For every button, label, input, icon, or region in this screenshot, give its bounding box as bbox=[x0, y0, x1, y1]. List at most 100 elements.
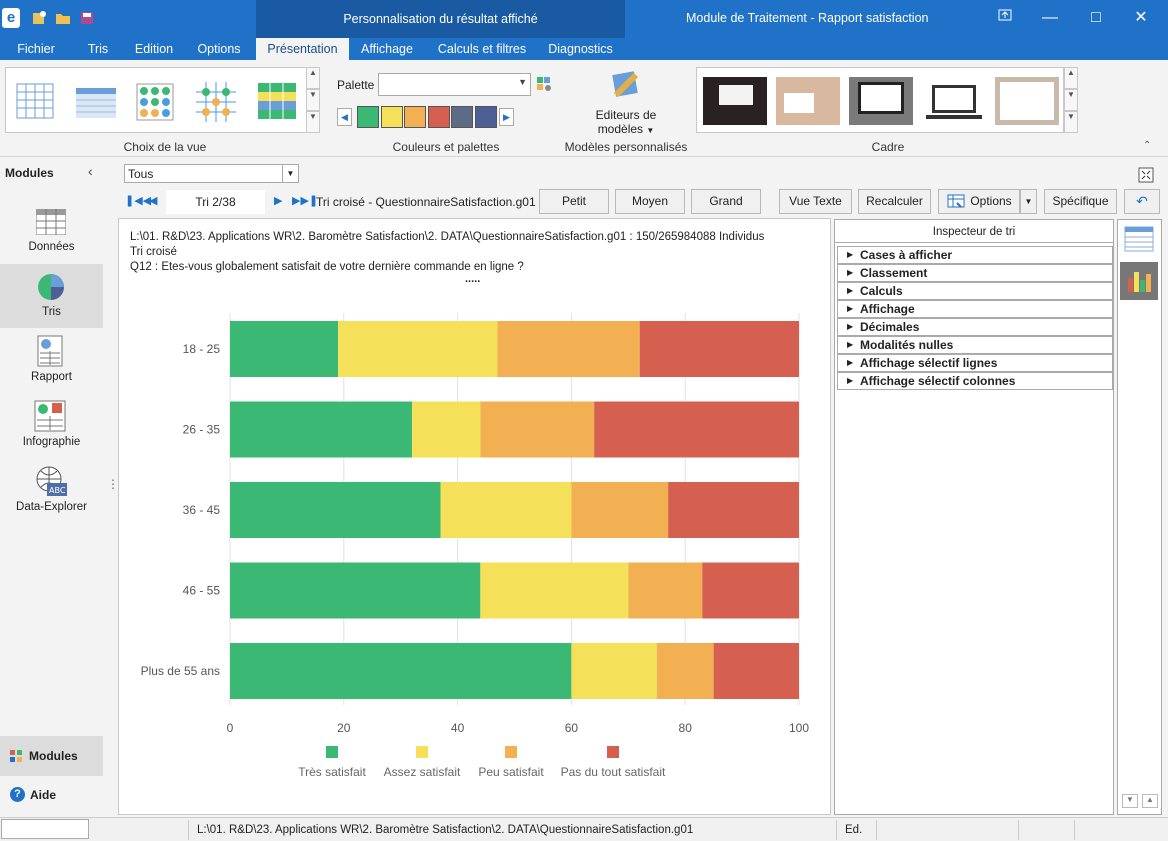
info-type: Tri croisé bbox=[130, 246, 177, 258]
expand-dots[interactable]: ..... bbox=[465, 273, 481, 285]
ruler-icon bbox=[611, 70, 641, 103]
inspector-row-label: Calculs bbox=[860, 284, 903, 298]
first-page-icon[interactable]: ❚◀◀ bbox=[125, 195, 152, 207]
collapse-sidebar-icon[interactable]: ‹ bbox=[88, 163, 93, 179]
frame-laptop-thumb[interactable] bbox=[922, 77, 986, 125]
specific-button[interactable]: Spécifique bbox=[1044, 189, 1117, 214]
bubble-view-icon[interactable] bbox=[196, 82, 236, 125]
undo-button[interactable]: ↶ bbox=[1124, 189, 1160, 214]
size-large-button[interactable]: Grand bbox=[691, 189, 761, 214]
open-folder-icon[interactable] bbox=[55, 10, 71, 26]
table-view-icon[interactable] bbox=[76, 88, 116, 121]
close-icon[interactable]: ✕ bbox=[1134, 9, 1148, 26]
tab-affichage[interactable]: Affichage bbox=[361, 42, 413, 56]
inspector-row[interactable]: ▶ Affichage bbox=[837, 300, 1113, 318]
palette-swatch-2[interactable] bbox=[380, 106, 403, 128]
pie-chart-icon bbox=[36, 272, 66, 305]
options-button[interactable]: Options bbox=[938, 189, 1020, 214]
sidebar-item-data-explorer[interactable]: ABC Data-Explorer bbox=[0, 459, 103, 523]
group-frame-label: Cadre bbox=[871, 140, 905, 154]
right-tool-strip: ▼ ▲ bbox=[1117, 219, 1162, 815]
modules-bottom-button[interactable]: Modules bbox=[0, 736, 103, 776]
dots-view-icon[interactable] bbox=[136, 83, 174, 124]
inspector-row[interactable]: ▶ Décimales bbox=[837, 318, 1113, 336]
fit-view-icon[interactable] bbox=[1138, 167, 1154, 186]
sidebar-splitter-icon[interactable]: ⋮ bbox=[107, 477, 119, 491]
model-editors-button[interactable]: Editeurs de modèles ▼ bbox=[578, 68, 674, 138]
prev-page-icon[interactable]: ◀ bbox=[149, 195, 158, 207]
gallery-scroll-up[interactable]: ▲ bbox=[306, 67, 320, 89]
palette-swatch-3[interactable] bbox=[404, 106, 426, 128]
chevron-down-icon: ▼ bbox=[282, 165, 298, 182]
sidebar-item-donnees[interactable]: Données bbox=[0, 199, 103, 263]
sidebar-item-tris[interactable]: Tris bbox=[0, 264, 103, 328]
editors-label-1: Editeurs de bbox=[595, 108, 657, 122]
help-button[interactable]: ? Aide bbox=[0, 785, 103, 807]
inspector-row[interactable]: ▶ Affichage sélectif lignes bbox=[837, 354, 1113, 372]
palette-swatch-6[interactable] bbox=[474, 106, 497, 128]
options-dropdown-button[interactable]: ▼ bbox=[1020, 189, 1037, 214]
chevron-down-icon: ▼ bbox=[518, 77, 527, 87]
app-logo-icon[interactable]: e bbox=[2, 8, 20, 28]
gallery-scroll-down[interactable]: ▼ bbox=[306, 89, 320, 111]
size-medium-button[interactable]: Moyen bbox=[615, 189, 685, 214]
inspector-row[interactable]: ▶ Modalités nulles bbox=[837, 336, 1113, 354]
bar-segment bbox=[338, 321, 498, 377]
palette-next-button[interactable]: ▶ bbox=[499, 108, 514, 126]
chart-layout-icon[interactable] bbox=[1120, 262, 1158, 300]
ribbon: ▲ ▼ ▼ Choix de la vue Palette ▼ ◀ ▶ Coul… bbox=[0, 60, 1168, 157]
tab-edition[interactable]: Edition bbox=[134, 42, 174, 56]
grid-view-icon[interactable] bbox=[16, 83, 54, 122]
tab-presentation[interactable]: Présentation bbox=[256, 38, 349, 60]
inspector-row[interactable]: ▶ Cases à afficher bbox=[837, 246, 1113, 264]
scroll-down-small-icon[interactable]: ▼ bbox=[1122, 794, 1138, 808]
frame-cinema-thumb[interactable] bbox=[703, 77, 767, 125]
inspector-row[interactable]: ▶ Calculs bbox=[837, 282, 1113, 300]
status-input[interactable] bbox=[1, 819, 89, 839]
sidebar-item-infographie[interactable]: Infographie bbox=[0, 394, 103, 458]
pin-window-icon[interactable] bbox=[990, 8, 1020, 28]
frame-monitor-thumb[interactable] bbox=[849, 77, 913, 125]
category-label: 36 - 45 bbox=[183, 503, 221, 517]
heatmap-view-icon[interactable] bbox=[258, 83, 296, 122]
gallery-expand[interactable]: ▼ bbox=[306, 111, 320, 133]
new-file-icon[interactable] bbox=[31, 10, 47, 26]
collapse-ribbon-icon[interactable]: ⌃ bbox=[1143, 140, 1152, 151]
frame-scroll-down[interactable]: ▼ bbox=[1064, 89, 1078, 111]
filter-select[interactable]: Tous ▼ bbox=[124, 164, 299, 183]
sidebar-item-rapport[interactable]: Rapport bbox=[0, 329, 103, 393]
page-indicator[interactable]: Tri 2/38 bbox=[166, 190, 265, 214]
palette-swatch-1[interactable] bbox=[357, 106, 379, 128]
tab-calculs-filtres[interactable]: Calculs et filtres bbox=[437, 42, 527, 56]
size-small-button[interactable]: Petit bbox=[539, 189, 609, 214]
frame-vintage-thumb[interactable] bbox=[995, 77, 1059, 125]
tab-fichier[interactable]: Fichier bbox=[17, 42, 55, 56]
bar-segment bbox=[230, 643, 572, 699]
palette-swatch-5[interactable] bbox=[451, 106, 473, 128]
scroll-up-small-icon[interactable]: ▲ bbox=[1142, 794, 1158, 808]
legend-swatch bbox=[326, 746, 338, 758]
table-layout-icon[interactable] bbox=[1124, 226, 1154, 255]
palette-swatch-4[interactable] bbox=[427, 106, 450, 128]
bar-segment bbox=[713, 643, 799, 699]
tab-diagnostics[interactable]: Diagnostics bbox=[548, 42, 613, 56]
palette-prev-button[interactable]: ◀ bbox=[337, 108, 352, 126]
frame-expand[interactable]: ▼ bbox=[1064, 111, 1078, 133]
palette-settings-icon[interactable] bbox=[536, 76, 552, 95]
recalculate-button[interactable]: Recalculer bbox=[858, 189, 931, 214]
inspector-row[interactable]: ▶ Classement bbox=[837, 264, 1113, 282]
save-icon[interactable] bbox=[79, 10, 95, 26]
text-view-button[interactable]: Vue Texte bbox=[779, 189, 852, 214]
inspector-row-label: Classement bbox=[860, 266, 928, 280]
palette-select[interactable]: ▼ bbox=[378, 73, 531, 96]
next-page-icon[interactable]: ▶ bbox=[274, 195, 283, 207]
minimize-icon[interactable]: — bbox=[1042, 9, 1058, 26]
frame-person-thumb[interactable] bbox=[776, 77, 840, 125]
tab-tris[interactable]: Tris bbox=[87, 42, 109, 56]
tab-options[interactable]: Options bbox=[197, 42, 241, 56]
frame-scroll-up[interactable]: ▲ bbox=[1064, 67, 1078, 89]
last-page-icon[interactable]: ▶▶❚ bbox=[292, 195, 319, 207]
context-tab-title: Personnalisation du résultat affiché bbox=[256, 0, 625, 38]
maximize-icon[interactable]: □ bbox=[1091, 9, 1101, 26]
inspector-row[interactable]: ▶ Affichage sélectif colonnes bbox=[837, 372, 1113, 390]
